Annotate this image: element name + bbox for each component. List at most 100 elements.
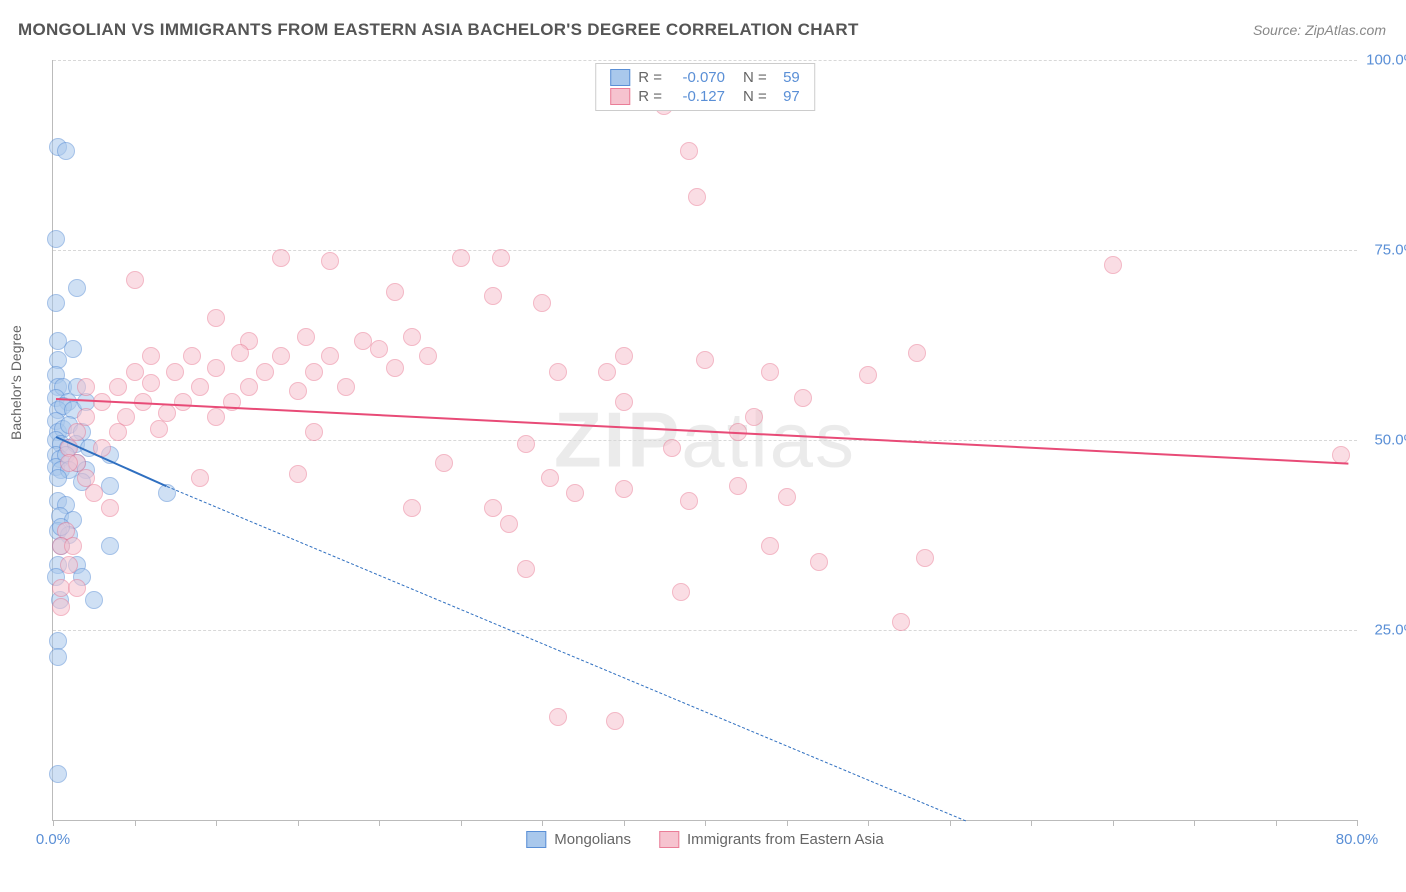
data-point	[166, 363, 184, 381]
data-point	[566, 484, 584, 502]
data-point	[729, 477, 747, 495]
data-point	[761, 363, 779, 381]
data-point	[52, 579, 70, 597]
data-point	[549, 708, 567, 726]
x-tick-mark	[1113, 820, 1114, 826]
y-tick-label: 50.0%	[1374, 432, 1406, 449]
x-tick-mark	[461, 820, 462, 826]
data-point	[49, 648, 67, 666]
legend-row: R =-0.127N =97	[610, 87, 800, 106]
legend-r-value: -0.127	[670, 88, 725, 105]
data-point	[403, 328, 421, 346]
data-point	[57, 142, 75, 160]
data-point	[289, 465, 307, 483]
data-point	[101, 477, 119, 495]
data-point	[60, 454, 78, 472]
legend-label: Mongolians	[554, 831, 631, 848]
data-point	[305, 423, 323, 441]
x-tick-mark	[624, 820, 625, 826]
data-point	[85, 591, 103, 609]
data-point	[386, 283, 404, 301]
data-point	[297, 328, 315, 346]
x-tick-mark	[216, 820, 217, 826]
data-point	[549, 363, 567, 381]
data-point	[47, 230, 65, 248]
data-point	[60, 556, 78, 574]
data-point	[452, 249, 470, 267]
chart-title: MONGOLIAN VS IMMIGRANTS FROM EASTERN ASI…	[18, 20, 859, 40]
data-point	[49, 765, 67, 783]
gridline	[53, 440, 1357, 441]
x-tick-mark	[1194, 820, 1195, 826]
data-point	[272, 249, 290, 267]
y-tick-label: 100.0%	[1366, 52, 1406, 69]
legend-item: Mongolians	[526, 831, 631, 848]
legend-r-value: -0.070	[670, 69, 725, 86]
source-attribution: Source: ZipAtlas.com	[1253, 22, 1386, 38]
data-point	[207, 408, 225, 426]
data-point	[49, 469, 67, 487]
data-point	[745, 408, 763, 426]
data-point	[150, 420, 168, 438]
data-point	[207, 309, 225, 327]
data-point	[174, 393, 192, 411]
data-point	[370, 340, 388, 358]
data-point	[142, 374, 160, 392]
legend-n-value: 97	[775, 88, 800, 105]
data-point	[256, 363, 274, 381]
legend-n-label: N =	[743, 69, 767, 86]
data-point	[541, 469, 559, 487]
gridline	[53, 250, 1357, 251]
x-tick-mark	[1276, 820, 1277, 826]
x-tick-mark	[868, 820, 869, 826]
data-point	[231, 344, 249, 362]
data-point	[778, 488, 796, 506]
data-point	[517, 435, 535, 453]
legend-row: R = -0.070 N = 59	[610, 68, 800, 87]
data-point	[354, 332, 372, 350]
x-tick-mark	[705, 820, 706, 826]
data-point	[598, 363, 616, 381]
data-point	[615, 480, 633, 498]
data-point	[109, 378, 127, 396]
data-point	[85, 484, 103, 502]
legend-swatch	[610, 88, 630, 105]
x-tick-mark	[1357, 820, 1358, 826]
data-point	[321, 252, 339, 270]
data-point	[289, 382, 307, 400]
legend-swatch	[610, 69, 630, 86]
data-point	[191, 378, 209, 396]
data-point	[101, 537, 119, 555]
x-tick-mark	[787, 820, 788, 826]
data-point	[142, 347, 160, 365]
correlation-legend: R = -0.070 N = 59R = -0.127 N = 97	[595, 63, 815, 111]
data-point	[240, 378, 258, 396]
data-point	[810, 553, 828, 571]
data-point	[419, 347, 437, 365]
x-tick-mark	[53, 820, 54, 826]
legend-n-value: 59	[775, 69, 800, 86]
gridline	[53, 60, 1357, 61]
data-point	[761, 537, 779, 555]
data-point	[272, 347, 290, 365]
legend-r-label: R =	[638, 69, 662, 86]
series-legend: MongoliansImmigrants from Eastern Asia	[526, 831, 883, 848]
data-point	[183, 347, 201, 365]
data-point	[77, 378, 95, 396]
data-point	[892, 613, 910, 631]
data-point	[386, 359, 404, 377]
data-point	[696, 351, 714, 369]
legend-swatch	[659, 831, 679, 848]
data-point	[663, 439, 681, 457]
data-point	[64, 537, 82, 555]
legend-n-label: N =	[743, 88, 767, 105]
data-point	[52, 598, 70, 616]
data-point	[101, 499, 119, 517]
data-point	[337, 378, 355, 396]
data-point	[794, 389, 812, 407]
data-point	[64, 340, 82, 358]
x-tick-mark	[1031, 820, 1032, 826]
data-point	[109, 423, 127, 441]
y-tick-label: 75.0%	[1374, 242, 1406, 259]
legend-swatch	[526, 831, 546, 848]
